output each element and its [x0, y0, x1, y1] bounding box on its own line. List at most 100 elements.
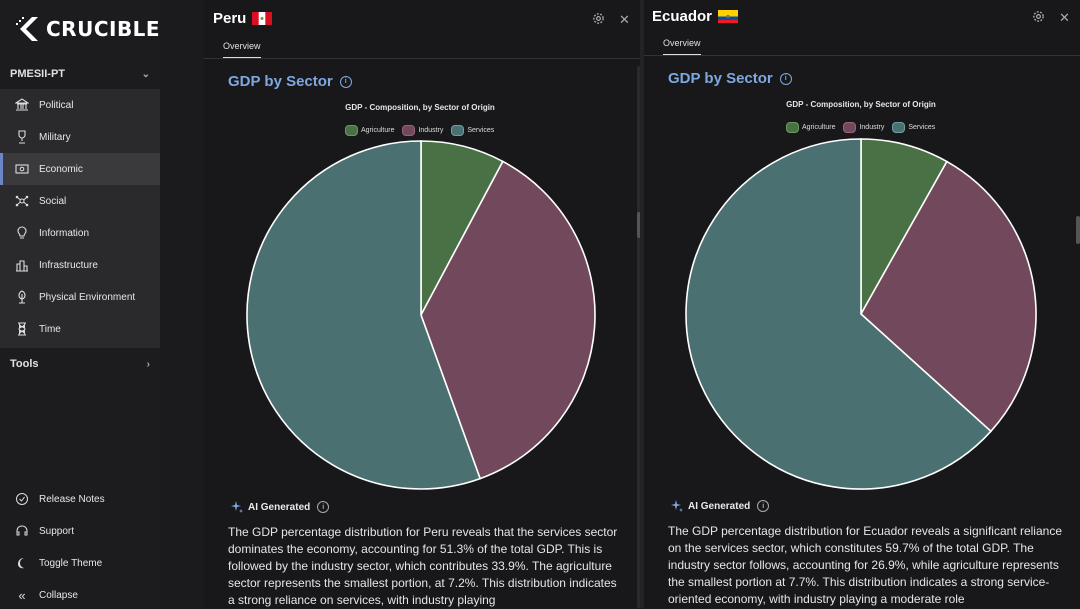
bottom-item-label: Support — [39, 525, 75, 537]
sidebar-item-label: Military — [39, 131, 71, 143]
ai-generated-label: AI Generated i — [230, 500, 330, 514]
chart-legend: Agriculture Industry Services — [786, 122, 935, 133]
sidebar-item-label: Time — [39, 323, 61, 335]
ai-summary: The GDP percentage distribution for Peru… — [228, 525, 618, 607]
time-icon — [14, 321, 30, 337]
legend-item-industry[interactable]: Industry — [402, 125, 443, 136]
app-logo-text: CRUCIBLE — [46, 17, 161, 41]
legend-item-industry[interactable]: Industry — [843, 122, 884, 133]
legend-label: Services — [908, 124, 936, 131]
gdp-pie-chart — [246, 140, 596, 490]
section-title: GDP by Sector i — [228, 73, 352, 90]
chart-title: GDP - Composition, by Sector of Origin — [786, 100, 936, 109]
collapse-button[interactable]: « Collapse — [0, 581, 160, 609]
bottom-item-label: Collapse — [39, 589, 78, 601]
tab-divider — [644, 55, 1080, 56]
bottom-item-label: Toggle Theme — [39, 557, 103, 569]
moon-icon — [14, 555, 30, 571]
legend-item-services[interactable]: Services — [451, 125, 494, 136]
section-title: GDP by Sector i — [668, 70, 792, 87]
info-icon[interactable]: i — [779, 72, 792, 85]
country-panel-ecuador: Ecuador ✕ Overview GDP by Sector i GDP -… — [644, 0, 1080, 608]
chart-legend: Agriculture Industry Services — [345, 125, 494, 136]
close-icon[interactable]: ✕ — [1059, 10, 1070, 25]
crucible-logo-icon — [16, 17, 38, 41]
legend-label: Industry — [418, 127, 444, 134]
legend-label: Industry — [859, 124, 885, 131]
country-name: Peru — [213, 10, 247, 27]
panel-actions: ✕ — [1032, 10, 1070, 26]
ai-label-text: AI Generated — [248, 501, 311, 513]
sidebar-item-label: Political — [39, 99, 74, 111]
legend-item-services[interactable]: Services — [892, 122, 935, 133]
sidebar-item-military[interactable]: Military — [0, 121, 160, 153]
legend-label: Services — [467, 127, 495, 134]
legend-item-agriculture[interactable]: Agriculture — [345, 125, 394, 136]
ai-generated-label: AI Generated i — [670, 499, 770, 513]
section-title-text: GDP by Sector — [668, 70, 773, 87]
sidebar-item-label: Physical Environment — [39, 291, 136, 303]
ecuador-flag-icon — [718, 10, 739, 23]
scrollbar-thumb[interactable] — [637, 212, 640, 238]
scrollbar-track[interactable] — [637, 66, 640, 608]
pie-slice-agriculture[interactable] — [860, 138, 948, 318]
tools-section[interactable]: Tools › — [0, 349, 160, 379]
sidebar: CRUCIBLE PMESII-PT ⌄ Political Military … — [0, 0, 160, 608]
pie-slice-services[interactable] — [685, 138, 992, 490]
panel-divider[interactable] — [640, 0, 644, 608]
sidebar-nav: Political Military Economic Social Infor… — [0, 89, 160, 348]
support-button[interactable]: Support — [0, 517, 160, 545]
gear-icon[interactable] — [1032, 10, 1045, 26]
panel-title: Peru — [213, 10, 273, 27]
sidebar-item-label: Economic — [39, 163, 83, 175]
chevron-right-icon: › — [146, 358, 150, 370]
release-notes-button[interactable]: Release Notes — [0, 485, 160, 513]
pmesii-pt-section[interactable]: PMESII-PT ⌄ — [0, 59, 160, 89]
gdp-pie-chart — [685, 138, 1037, 490]
section-label: PMESII-PT — [10, 68, 66, 80]
country-name: Ecuador — [652, 8, 713, 25]
ai-summary: The GDP percentage distribution for Ecua… — [668, 524, 1062, 606]
physical-environment-icon — [14, 289, 30, 305]
peru-flag-icon — [252, 12, 273, 25]
support-icon — [14, 523, 30, 539]
pie-slice-industry[interactable] — [420, 160, 596, 480]
legend-label: Agriculture — [361, 127, 395, 134]
tab-overview[interactable]: Overview — [223, 41, 261, 59]
military-icon — [14, 129, 30, 145]
gear-icon[interactable] — [592, 12, 605, 28]
sidebar-item-physical-environment[interactable]: Physical Environment — [0, 281, 160, 313]
pie-slice-industry[interactable] — [859, 160, 1037, 433]
scrollbar-thumb[interactable] — [1076, 216, 1080, 244]
sidebar-item-label: Information — [39, 227, 90, 239]
sidebar-item-time[interactable]: Time — [0, 313, 160, 345]
bottom-item-label: Release Notes — [39, 493, 105, 505]
sidebar-item-political[interactable]: Political — [0, 89, 160, 121]
political-icon — [14, 97, 30, 113]
country-panel-peru: Peru ✕ Overview GDP by Sector i GDP - Co… — [204, 0, 640, 608]
tab-divider — [204, 58, 640, 59]
sparkle-icon — [231, 501, 243, 513]
panel-actions: ✕ — [592, 12, 630, 28]
app-logo[interactable]: CRUCIBLE — [14, 14, 160, 44]
sidebar-item-social[interactable]: Social — [0, 185, 160, 217]
toggle-theme-button[interactable]: Toggle Theme — [0, 549, 160, 577]
sidebar-item-economic[interactable]: Economic — [0, 153, 160, 185]
info-icon[interactable]: i — [339, 75, 352, 88]
sparkle-icon — [671, 500, 683, 512]
tab-overview[interactable]: Overview — [663, 38, 701, 56]
pie-slice-services[interactable] — [246, 140, 482, 490]
section-title-text: GDP by Sector — [228, 73, 333, 90]
release-notes-icon — [14, 491, 30, 507]
collapse-icon: « — [18, 587, 26, 603]
chart-title: GDP - Composition, by Sector of Origin — [345, 103, 495, 112]
information-icon — [14, 225, 30, 241]
legend-item-agriculture[interactable]: Agriculture — [786, 122, 835, 133]
info-icon[interactable]: i — [317, 501, 330, 513]
sidebar-item-infrastructure[interactable]: Infrastructure — [0, 249, 160, 281]
panel-title: Ecuador — [652, 8, 739, 25]
sidebar-item-information[interactable]: Information — [0, 217, 160, 249]
info-icon[interactable]: i — [757, 500, 770, 512]
close-icon[interactable]: ✕ — [619, 12, 630, 27]
sidebar-item-label: Infrastructure — [39, 259, 98, 271]
